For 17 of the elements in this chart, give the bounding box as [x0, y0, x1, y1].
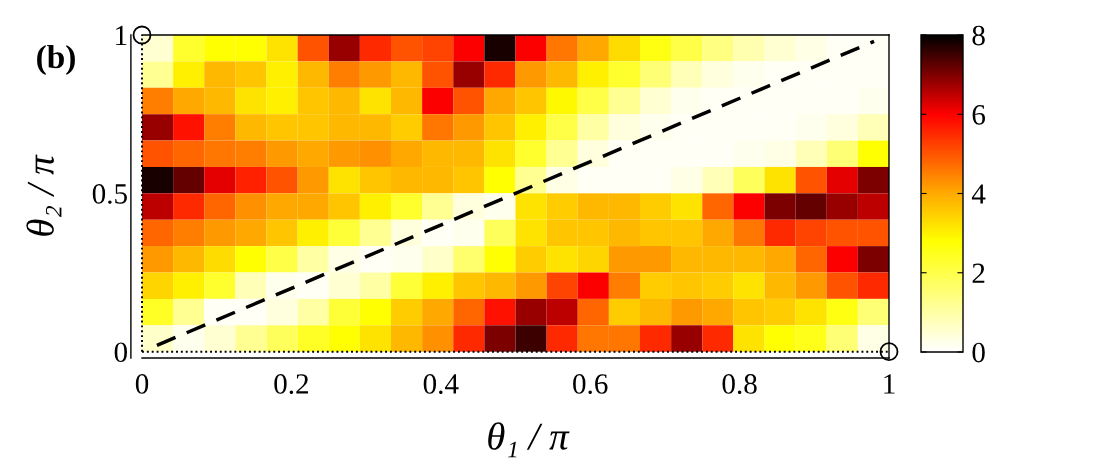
y-tick-label: 0: [114, 342, 127, 363]
x-tick-label: 0.6: [573, 374, 608, 394]
x-tick-label: 0.2: [274, 374, 309, 394]
x-tick-label: 0: [135, 374, 149, 394]
x-tick-label: 1: [884, 374, 895, 394]
y-axis-title: θ₂ / π: [26, 154, 62, 236]
color-bar-label: 2: [972, 263, 985, 283]
y-tick-label: 1: [116, 25, 127, 46]
chart-title: (b): [37, 44, 75, 76]
x-tick-label: 0.8: [722, 374, 757, 394]
color-bar-label: 8: [972, 25, 985, 46]
color-bar-label: 4: [971, 184, 986, 204]
y-tick-label: 0.5: [92, 184, 127, 204]
x-axis-title: θ₁ / π: [488, 422, 570, 458]
color-bar-label: 0: [972, 342, 985, 363]
x-tick-label: 0.4: [423, 374, 459, 394]
color-bar-label: 6: [972, 105, 986, 125]
